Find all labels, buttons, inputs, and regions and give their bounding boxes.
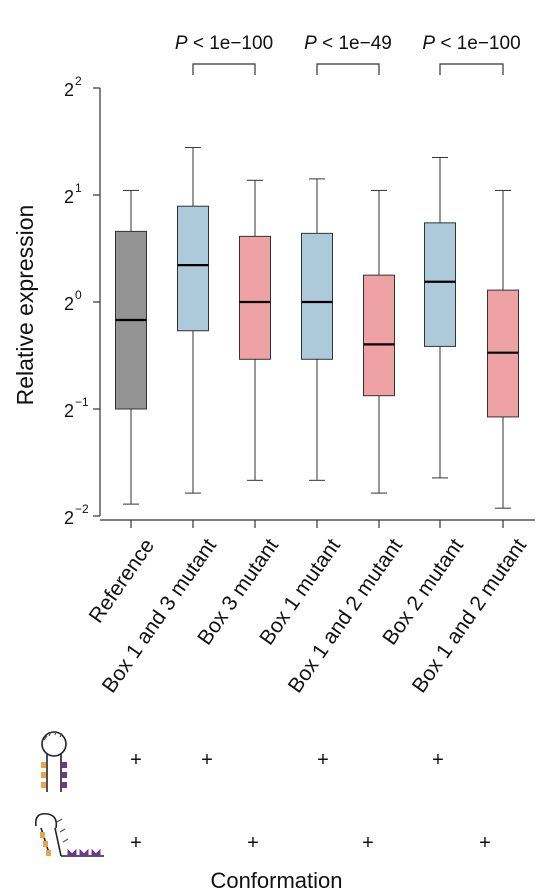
box-1 xyxy=(177,147,209,494)
box-0 xyxy=(115,189,147,505)
y-tick-label-3: 2 xyxy=(64,187,74,207)
boxes xyxy=(115,147,519,509)
conformation-mark-0-1: + xyxy=(201,749,213,771)
box-5-body xyxy=(424,222,456,347)
p-threshold: < 1e−100 xyxy=(435,33,521,54)
y-tick-exponent-3: 1 xyxy=(75,181,82,195)
conformation-mark-1-2: + xyxy=(247,832,259,854)
box-5 xyxy=(424,156,456,479)
x-tick-label-4: Box 1 and 2 mutant xyxy=(284,535,407,698)
box-4 xyxy=(363,189,395,494)
p-symbol: P xyxy=(422,33,435,54)
y-tick-label-1: 2 xyxy=(64,401,74,421)
conformation-mark-0-3: + xyxy=(317,749,329,771)
y-tick-exponent-1: −1 xyxy=(75,395,89,409)
bracket-0: P < 1e−100 xyxy=(175,33,273,75)
y-tick-exponent-4: 2 xyxy=(75,74,82,88)
open-conformation-icon xyxy=(34,812,104,857)
conformation-mark-1-0: + xyxy=(130,832,142,854)
box-6 xyxy=(487,189,519,509)
bracket-2: P < 1e−100 xyxy=(422,33,521,75)
y-axis: 2 −22 −12 02 12 2 xyxy=(64,74,535,528)
p-symbol: P xyxy=(175,33,188,54)
conformation-mark-0-5: + xyxy=(432,749,444,771)
y-axis-label: Relative expression xyxy=(12,205,38,406)
significance-brackets: P < 1e−100 P < 1e−49 P < 1e−100 xyxy=(175,33,521,75)
box-3 xyxy=(301,178,333,481)
p-symbol: P xyxy=(304,33,317,54)
y-tick-exponent-2: 0 xyxy=(75,288,82,302)
hairpin-conformation-icon xyxy=(41,730,67,792)
box-2 xyxy=(239,179,271,481)
y-tick-exponent-0: −2 xyxy=(75,502,89,516)
p-threshold: < 1e−49 xyxy=(317,33,392,54)
bracket-1-line xyxy=(316,63,380,75)
bracket-0-line xyxy=(192,63,256,75)
p-threshold: < 1e−100 xyxy=(188,33,274,54)
x-tick-label-6: Box 1 and 2 mutant xyxy=(408,535,531,698)
bracket-0-p-value: P < 1e−100 xyxy=(175,33,273,54)
x-tick-label-1: Box 1 and 3 mutant xyxy=(98,535,221,698)
bracket-2-line xyxy=(439,63,504,75)
conformation-mark-1-6: + xyxy=(479,832,491,854)
conformation-mark-1-4: + xyxy=(362,832,374,854)
conformation-label: Conformation xyxy=(210,868,343,893)
box-4-body xyxy=(363,274,395,397)
box-3-body xyxy=(301,232,333,360)
y-tick-label-4: 2 xyxy=(64,80,74,100)
box-2-body xyxy=(239,235,271,360)
bracket-1-p-value: P < 1e−49 xyxy=(304,33,392,54)
bracket-2-p-value: P < 1e−100 xyxy=(422,33,520,54)
conformation-mark-0-0: + xyxy=(130,749,142,771)
y-tick-label-2: 2 xyxy=(64,294,74,314)
bracket-1: P < 1e−49 xyxy=(304,33,392,75)
box-1-body xyxy=(177,205,209,332)
y-tick-label-0: 2 xyxy=(64,508,74,528)
